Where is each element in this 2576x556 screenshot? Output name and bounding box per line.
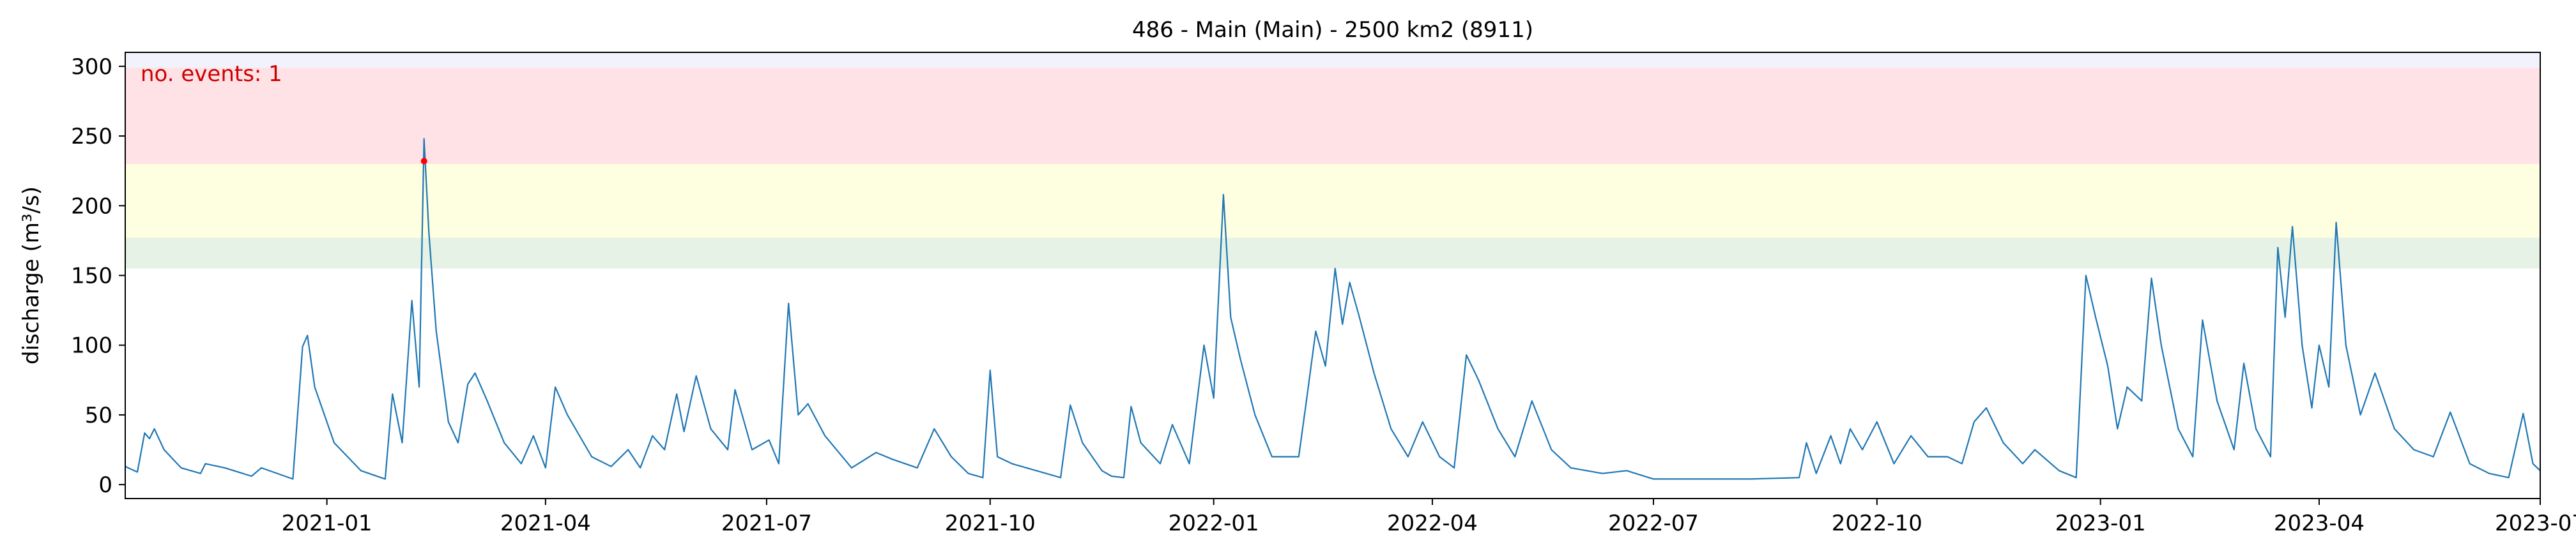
x-tick-label: 2021-01 (282, 511, 372, 536)
threshold-bands (125, 52, 2540, 269)
x-tick-label: 2023-01 (2055, 511, 2146, 536)
threshold-band-2 (125, 68, 2540, 164)
threshold-band-3 (125, 52, 2540, 68)
y-axis-label: discharge (m³/s) (19, 186, 44, 364)
chart-title: 486 - Main (Main) - 2500 km2 (8911) (1132, 17, 1533, 43)
x-tick-label: 2023-04 (2274, 511, 2365, 536)
x-tick-label: 2023-07 (2495, 511, 2576, 536)
x-axis-ticks: 2021-01 2021-04 2021-07 2021-10 2022-01 2022-… (282, 499, 2576, 536)
threshold-band-0 (125, 237, 2540, 269)
x-tick-label: 2022-01 (1169, 511, 1259, 536)
y-tick-label: 0 (98, 472, 112, 498)
x-tick-label: 2022-07 (1608, 511, 1699, 536)
y-tick-label: 300 (71, 54, 112, 80)
y-tick-label: 150 (71, 264, 112, 289)
threshold-band-1 (125, 163, 2540, 238)
x-tick-label: 2021-10 (945, 511, 1036, 536)
y-tick-label: 250 (71, 124, 112, 149)
x-tick-label: 2021-04 (500, 511, 591, 536)
event-markers (420, 158, 427, 165)
x-tick-label: 2022-10 (1832, 511, 1922, 536)
y-tick-label: 100 (71, 333, 112, 359)
events-count-annotation: no. events: 1 (141, 61, 282, 87)
y-tick-label: 200 (71, 193, 112, 219)
series-line-0 (125, 138, 2541, 480)
y-tick-label: 50 (85, 403, 112, 428)
event-marker-0 (420, 158, 427, 165)
x-tick-label: 2021-07 (721, 511, 812, 536)
series-layer (125, 138, 2541, 480)
x-tick-label: 2022-04 (1387, 511, 1478, 536)
y-axis-ticks: 0 50 100 150 200 250 300 (71, 54, 125, 498)
